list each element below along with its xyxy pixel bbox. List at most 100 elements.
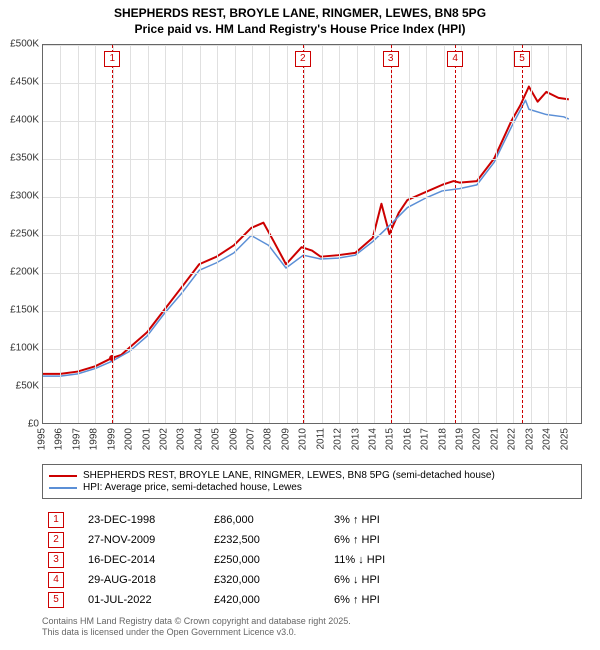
chart-container: SHEPHERDS REST, BROYLE LANE, RINGMER, LE…: [0, 0, 600, 650]
marker-line: [391, 45, 392, 423]
x-tick-label: 2023: [524, 428, 535, 450]
x-tick-label: 1997: [71, 428, 82, 450]
y-tick-label: £450K: [10, 77, 39, 88]
gridline-vertical: [357, 45, 358, 423]
x-tick-label: 2025: [559, 428, 570, 450]
marker-date: 01-JUL-2022: [64, 594, 214, 606]
marker-line: [303, 45, 304, 423]
legend-swatch: [49, 475, 77, 477]
title-line-1: SHEPHERDS REST, BROYLE LANE, RINGMER, LE…: [0, 6, 600, 22]
gridline-vertical: [566, 45, 567, 423]
x-tick-label: 2020: [472, 428, 483, 450]
x-tick-label: 2013: [350, 428, 361, 450]
x-axis-labels: 1995199619971998199920002001200220032004…: [42, 426, 582, 462]
marker-num-box: 1: [48, 512, 64, 528]
marker-num-box: 3: [48, 552, 64, 568]
marker-num-box: 5: [48, 592, 64, 608]
x-tick-label: 1996: [54, 428, 65, 450]
marker-row: 429-AUG-2018£320,0006% ↓ HPI: [42, 570, 582, 590]
x-tick-label: 1995: [37, 428, 48, 450]
x-tick-label: 2008: [263, 428, 274, 450]
chart-title: SHEPHERDS REST, BROYLE LANE, RINGMER, LE…: [0, 0, 600, 37]
marker-price: £250,000: [214, 554, 334, 566]
x-tick-label: 2002: [158, 428, 169, 450]
marker-line: [522, 45, 523, 423]
gridline-vertical: [513, 45, 514, 423]
marker-line: [455, 45, 456, 423]
gridline-vertical: [287, 45, 288, 423]
gridline-horizontal: [43, 387, 581, 388]
gridline-vertical: [95, 45, 96, 423]
gridline-horizontal: [43, 349, 581, 350]
x-tick-label: 2021: [489, 428, 500, 450]
gridline-vertical: [78, 45, 79, 423]
gridline-horizontal: [43, 45, 581, 46]
gridline-vertical: [269, 45, 270, 423]
gridline-vertical: [60, 45, 61, 423]
gridline-vertical: [200, 45, 201, 423]
legend-item: SHEPHERDS REST, BROYLE LANE, RINGMER, LE…: [49, 470, 575, 481]
x-tick-label: 1998: [89, 428, 100, 450]
legend-label: SHEPHERDS REST, BROYLE LANE, RINGMER, LE…: [83, 470, 495, 481]
marker-price: £86,000: [214, 514, 334, 526]
marker-hpi: 6% ↑ HPI: [334, 534, 454, 546]
gridline-vertical: [531, 45, 532, 423]
marker-row: 227-NOV-2009£232,5006% ↑ HPI: [42, 530, 582, 550]
gridline-vertical: [478, 45, 479, 423]
marker-price: £232,500: [214, 534, 334, 546]
gridline-horizontal: [43, 197, 581, 198]
x-tick-label: 2018: [437, 428, 448, 450]
footer-line-1: Contains HM Land Registry data © Crown c…: [42, 616, 582, 627]
x-tick-label: 2001: [141, 428, 152, 450]
series-line: [43, 87, 569, 374]
marker-box: 1: [104, 51, 120, 67]
title-line-2: Price paid vs. HM Land Registry's House …: [0, 22, 600, 38]
x-tick-label: 2016: [402, 428, 413, 450]
gridline-vertical: [235, 45, 236, 423]
x-tick-label: 2000: [124, 428, 135, 450]
y-tick-label: £500K: [10, 39, 39, 50]
gridline-horizontal: [43, 311, 581, 312]
x-tick-label: 2022: [507, 428, 518, 450]
gridline-horizontal: [43, 83, 581, 84]
marker-hpi: 11% ↓ HPI: [334, 554, 454, 566]
gridline-vertical: [548, 45, 549, 423]
marker-hpi: 6% ↓ HPI: [334, 574, 454, 586]
marker-date: 27-NOV-2009: [64, 534, 214, 546]
marker-price: £320,000: [214, 574, 334, 586]
gridline-vertical: [322, 45, 323, 423]
gridline-horizontal: [43, 121, 581, 122]
marker-num-box: 4: [48, 572, 64, 588]
x-tick-label: 1999: [106, 428, 117, 450]
x-tick-label: 2007: [246, 428, 257, 450]
x-tick-label: 2005: [211, 428, 222, 450]
footer-line-2: This data is licensed under the Open Gov…: [42, 627, 582, 638]
x-tick-label: 2003: [176, 428, 187, 450]
marker-price: £420,000: [214, 594, 334, 606]
x-tick-label: 2010: [298, 428, 309, 450]
gridline-vertical: [426, 45, 427, 423]
x-tick-label: 2014: [367, 428, 378, 450]
gridline-horizontal: [43, 235, 581, 236]
gridline-horizontal: [43, 273, 581, 274]
footer-text: Contains HM Land Registry data © Crown c…: [42, 616, 582, 639]
marker-hpi: 3% ↑ HPI: [334, 514, 454, 526]
x-tick-label: 2009: [280, 428, 291, 450]
y-tick-label: £400K: [10, 115, 39, 126]
marker-row: 123-DEC-1998£86,0003% ↑ HPI: [42, 510, 582, 530]
gridline-vertical: [304, 45, 305, 423]
gridline-vertical: [496, 45, 497, 423]
legend-item: HPI: Average price, semi-detached house,…: [49, 482, 575, 493]
y-tick-label: £300K: [10, 191, 39, 202]
gridline-vertical: [374, 45, 375, 423]
gridline-vertical: [148, 45, 149, 423]
marker-box: 4: [447, 51, 463, 67]
marker-hpi: 6% ↑ HPI: [334, 594, 454, 606]
gridline-vertical: [409, 45, 410, 423]
gridline-vertical: [182, 45, 183, 423]
legend: SHEPHERDS REST, BROYLE LANE, RINGMER, LE…: [42, 464, 582, 499]
marker-row: 501-JUL-2022£420,0006% ↑ HPI: [42, 590, 582, 610]
y-tick-label: £250K: [10, 229, 39, 240]
gridline-vertical: [461, 45, 462, 423]
x-tick-label: 2017: [420, 428, 431, 450]
